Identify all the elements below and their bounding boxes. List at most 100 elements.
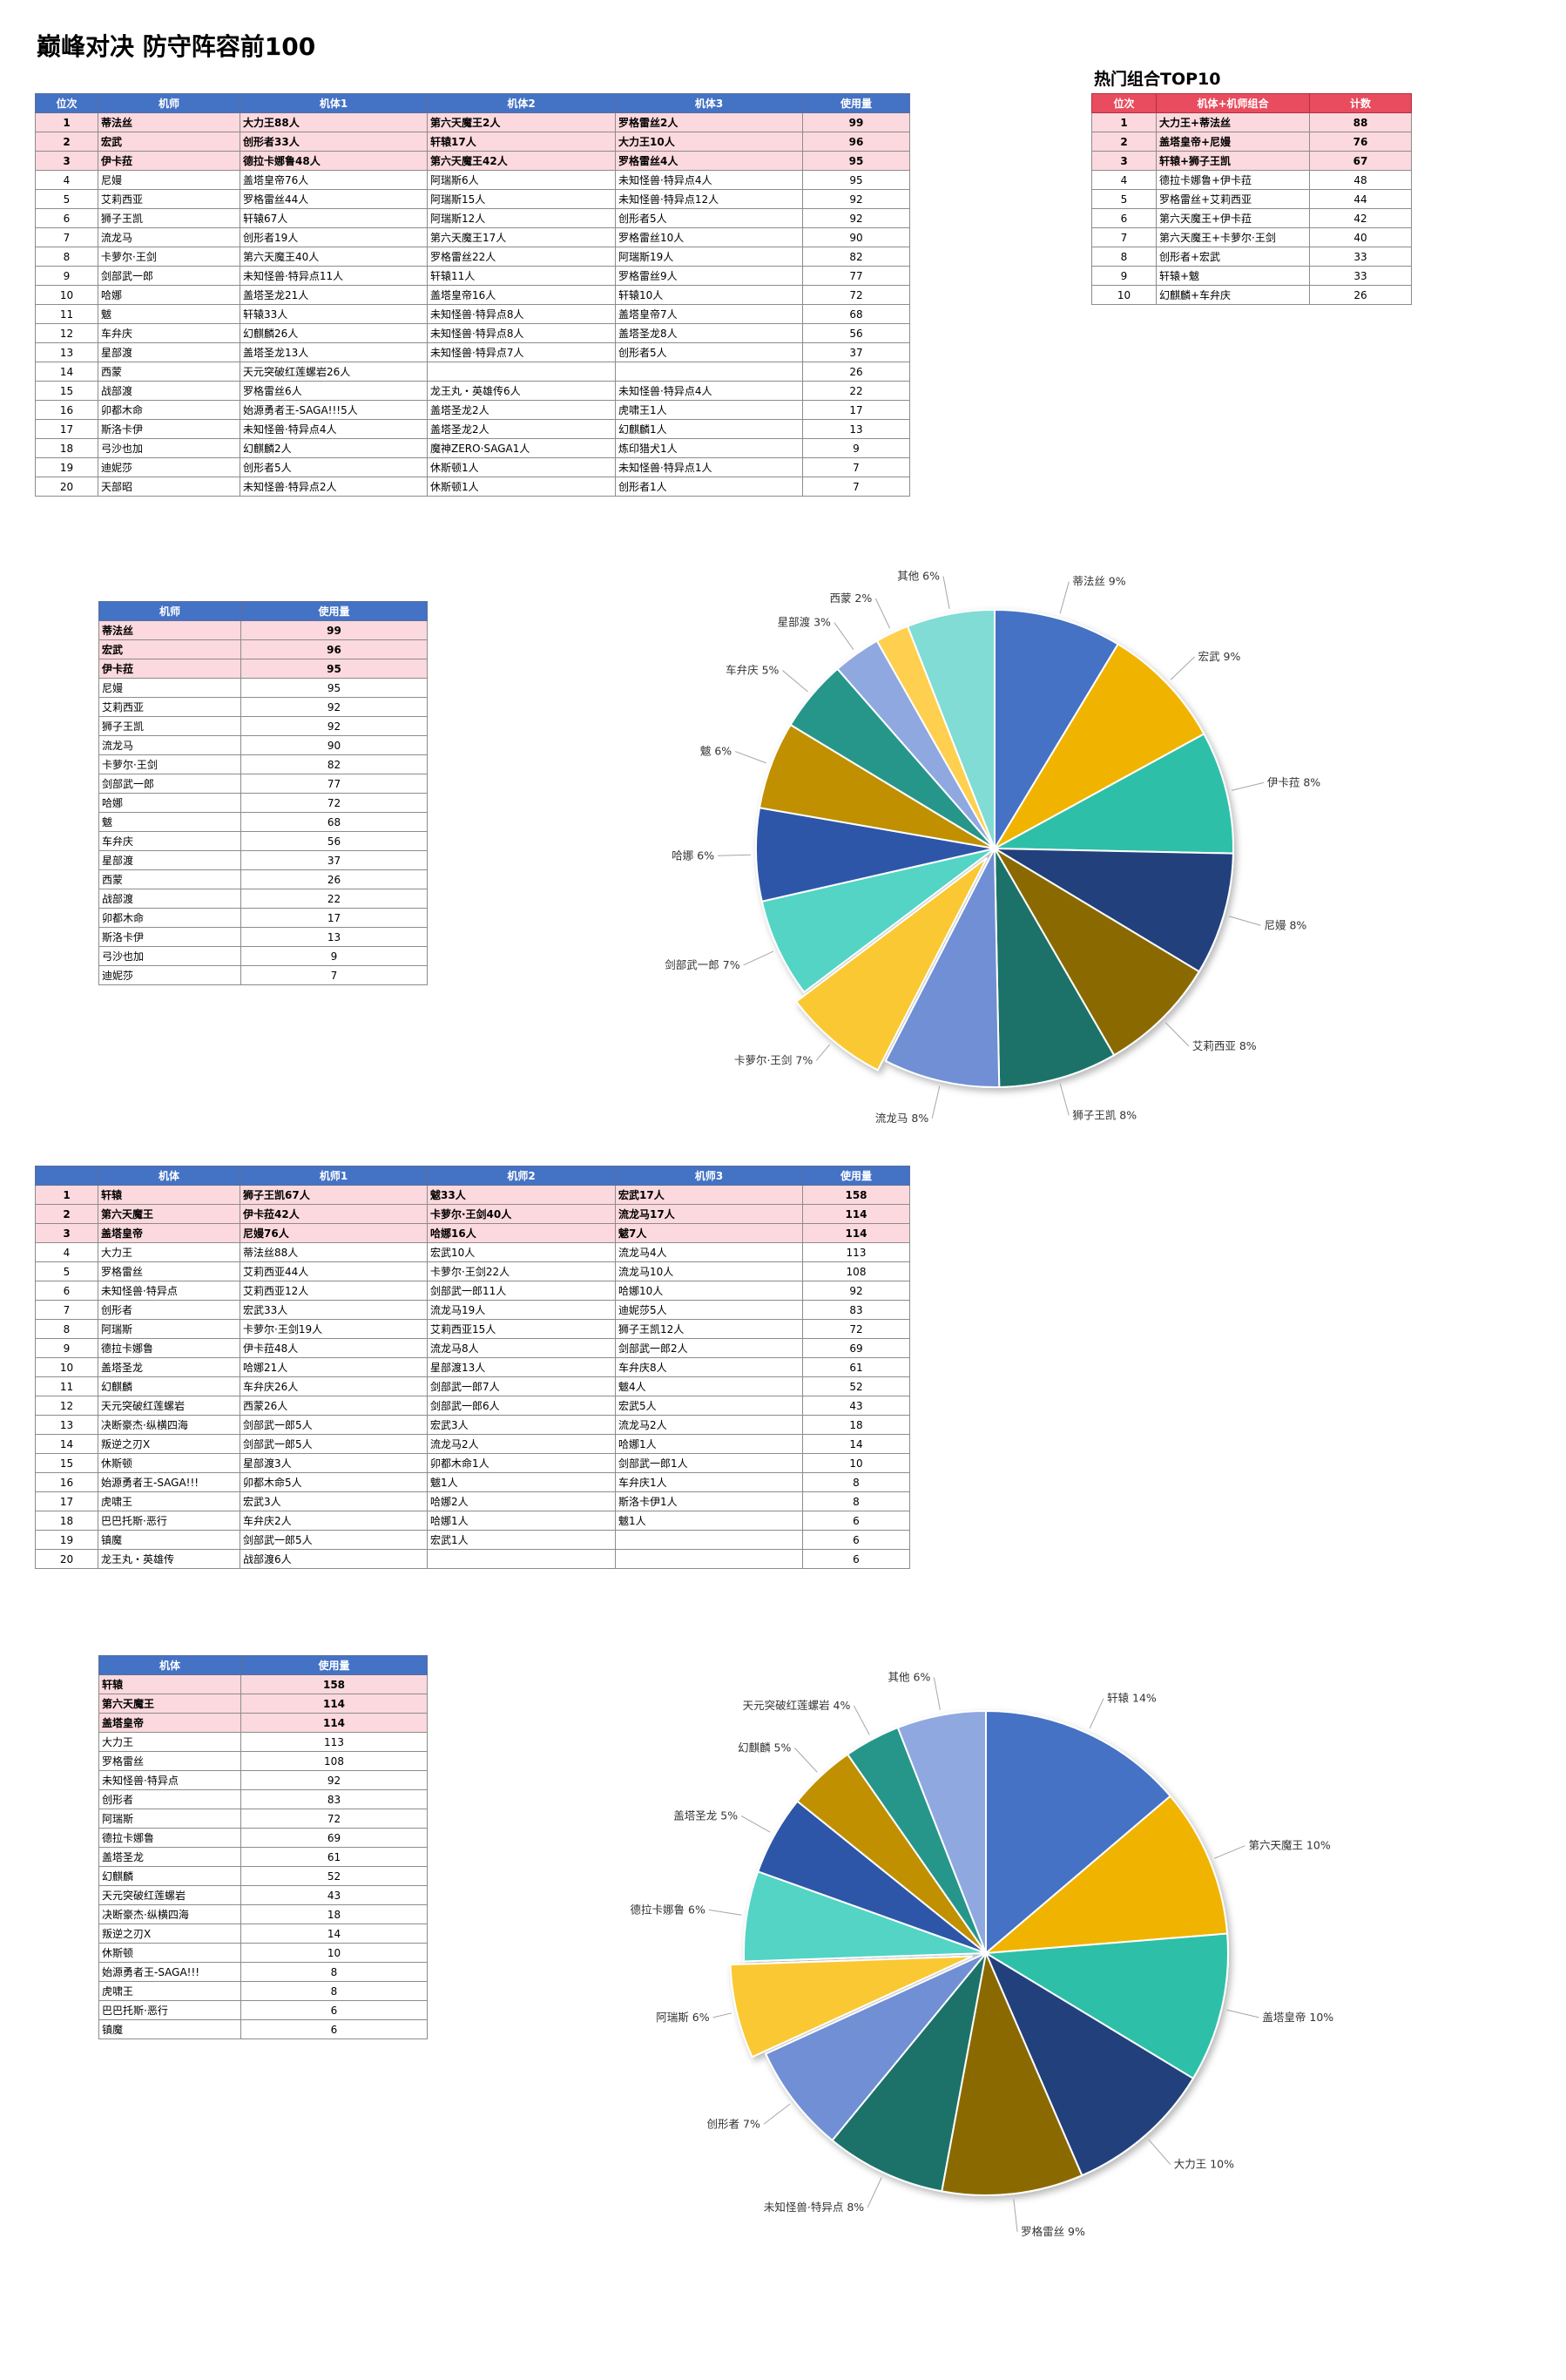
- table-cell: 13: [35, 342, 98, 362]
- table-cell: 阿瑞斯: [98, 1809, 241, 1829]
- table-cell: 哈娜1人: [615, 1434, 803, 1454]
- table-cell: 大力王10人: [615, 132, 803, 152]
- table-cell: 天元突破红莲螺岩: [98, 1396, 240, 1416]
- table-cell: 37: [240, 850, 428, 870]
- table-cell: 114: [802, 1204, 910, 1224]
- table-cell: 宏武: [98, 639, 241, 659]
- table-cell: 未知怪兽·特异点8人: [427, 304, 616, 324]
- leader-line: [867, 2177, 882, 2208]
- table-row: 1 轩辕 狮子王凯67人 魃33人 宏武17人 158: [35, 1185, 910, 1205]
- table-cell: 伊卡菈: [98, 151, 240, 171]
- table-row: 始源勇者王-SAGA!!! 8: [98, 1962, 428, 1982]
- table-cell: 星部渡: [98, 342, 240, 362]
- page-title: 巅峰对决 防守阵容前100: [37, 32, 316, 61]
- table-cell: 狮子王凯: [98, 716, 241, 736]
- table-cell: 迪妮莎: [98, 457, 240, 477]
- table-cell: 61: [240, 1847, 428, 1867]
- table-row: 8 阿瑞斯 卡萝尔·王剑19人 艾莉西亚15人 狮子王凯12人 72: [35, 1319, 910, 1339]
- table-cell: 天部昭: [98, 477, 240, 497]
- table-row: 狮子王凯 92: [98, 716, 428, 736]
- table-cell: 6: [802, 1549, 910, 1569]
- table-cell: 大力王88人: [240, 112, 428, 132]
- table-cell: 99: [240, 620, 428, 640]
- leader-line: [1089, 1698, 1104, 1729]
- table-row: 车弁庆 56: [98, 831, 428, 851]
- table-cell: 剑部武一郎: [98, 774, 241, 794]
- column-header: 机师: [98, 601, 241, 621]
- mech-usage-pie-chart: 轩辕 14% 第六天魔王 10% 盖塔皇帝 10% 大力王 10% 罗格雷丝 9% 未知怪…: [631, 1671, 1334, 2238]
- slice-label: 幻麒麟 5%: [738, 1741, 791, 1755]
- table-cell: 8: [240, 1962, 428, 1982]
- table-cell: 车弁庆2人: [240, 1511, 428, 1531]
- table-cell: [615, 1530, 803, 1550]
- table-cell: 罗格雷丝4人: [615, 151, 803, 171]
- table-cell: 第六天魔王: [98, 1694, 241, 1714]
- table-cell: 西蒙: [98, 362, 240, 382]
- table-cell: 艾莉西亚12人: [240, 1281, 428, 1301]
- leader-line: [740, 1815, 771, 1833]
- table-cell: 83: [240, 1789, 428, 1809]
- table-cell: 33: [1309, 247, 1412, 267]
- table-cell: 尼嫚76人: [240, 1223, 428, 1243]
- table-cell: 罗格雷丝9人: [615, 266, 803, 286]
- table-cell: 流龙马2人: [427, 1434, 616, 1454]
- table-cell: 56: [240, 831, 428, 851]
- table-cell: 罗格雷丝2人: [615, 112, 803, 132]
- column-header: 机体2: [427, 93, 616, 113]
- table-cell: 剑部武一郎11人: [427, 1281, 616, 1301]
- pie-slice: [982, 1932, 1229, 2080]
- table-cell: 创形者5人: [615, 208, 803, 228]
- pie-slice: [896, 1709, 987, 1954]
- table-row: 18 弓沙也加 幻麒麟2人 魔神ZERO·SAGA1人 炼印猎犬1人 9: [35, 438, 910, 458]
- table-cell: 6: [240, 2000, 428, 2020]
- table-cell: 魃33人: [427, 1185, 616, 1205]
- table-cell: 13: [802, 419, 910, 439]
- table-row: 卯都木命 17: [98, 908, 428, 928]
- table-cell: 17: [35, 419, 98, 439]
- table-cell: 宏武1人: [427, 1530, 616, 1550]
- table-cell: 第六天魔王+卡萝尔·王剑: [1156, 227, 1310, 247]
- table-cell: 卡萝尔·王剑22人: [427, 1261, 616, 1281]
- table-row: 13 决断豪杰·纵横四海 剑部武一郎5人 宏武3人 流龙马2人 18: [35, 1415, 910, 1435]
- table-cell: 阿瑞斯6人: [427, 170, 616, 190]
- table-cell: 魃: [98, 304, 240, 324]
- table-cell: 82: [802, 247, 910, 267]
- table-cell: 创形者: [98, 1300, 240, 1320]
- slice-label: 未知怪兽·特异点 8%: [764, 2201, 864, 2214]
- table-row: 12 天元突破红莲螺岩 西蒙26人 剑部武一郎6人 宏武5人 43: [35, 1396, 910, 1416]
- table-row: 决断豪杰·纵横四海 18: [98, 1904, 428, 1924]
- table-cell: 13: [240, 927, 428, 947]
- slice-label: 星部渡 3%: [778, 616, 831, 629]
- slice-label: 第六天魔王 10%: [1248, 1839, 1330, 1852]
- table-cell: 6: [35, 1281, 98, 1301]
- leader-line: [794, 1748, 818, 1773]
- mech-lineup-table: 机体 机师1 机师2 机师3 使用量 1 轩辕 狮子王凯67人 魃33人 宏武17人 158 2 第六天…: [35, 1166, 910, 1569]
- slice-label: 阿瑞斯 6%: [656, 2011, 709, 2024]
- table-row: 20 天部昭 未知怪兽·特异点2人 休斯顿1人 创形者1人 7: [35, 477, 910, 497]
- table-cell: 狮子王凯: [98, 208, 240, 228]
- table-cell: 18: [35, 438, 98, 458]
- table-cell: 星部渡13人: [427, 1357, 616, 1377]
- table-row: 5 艾莉西亚 罗格雷丝44人 阿瑞斯15人 未知怪兽·特异点12人 92: [35, 189, 910, 209]
- table-cell: 158: [802, 1185, 910, 1205]
- table-cell: 虎啸王: [98, 1981, 241, 2001]
- table-cell: 8: [1091, 247, 1157, 267]
- table-cell: 8: [240, 1981, 428, 2001]
- table-cell: 1: [35, 1185, 98, 1205]
- table-cell: 69: [802, 1338, 910, 1358]
- table-cell: 创形者19人: [240, 227, 428, 247]
- table-cell: 4: [1091, 170, 1157, 190]
- column-header: 使用量: [802, 93, 910, 113]
- table-cell: 盖塔皇帝: [98, 1223, 240, 1243]
- table-row: 第六天魔王 114: [98, 1694, 428, 1714]
- table-cell: 天元突破红莲螺岩: [98, 1885, 241, 1905]
- table-cell: 车弁庆: [98, 831, 241, 851]
- table-cell: 56: [802, 323, 910, 343]
- leader-line: [853, 1705, 870, 1735]
- table-row: 西蒙 26: [98, 869, 428, 889]
- table-cell: 3: [35, 1223, 98, 1243]
- table-cell: 罗格雷丝+艾莉西亚: [1156, 189, 1310, 209]
- table-row: 6 狮子王凯 轩辕67人 阿瑞斯12人 创形者5人 92: [35, 208, 910, 228]
- slice-label: 伊卡菈 8%: [1267, 775, 1320, 788]
- table-row: 4 大力王 蒂法丝88人 宏武10人 流龙马4人 113: [35, 1242, 910, 1262]
